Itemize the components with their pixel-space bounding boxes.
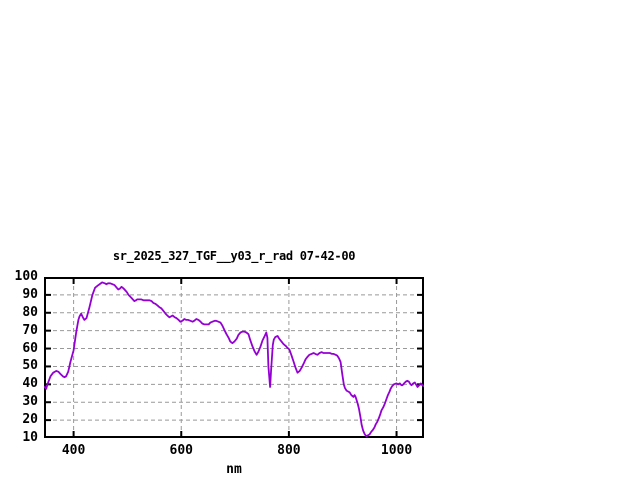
plot-frame [44,277,424,438]
x-tick-label: 1000 [380,443,413,458]
y-tick-label: 40 [22,376,38,392]
chart-title: sr_2025_327_TGF__y03_r_rad 07-42-00 [112,249,356,263]
plot-area [44,277,424,438]
x-tick-label: 600 [169,443,193,458]
y-tick-label: 20 [22,412,38,428]
x-tick-label: 400 [61,443,86,458]
y-tick-label: 60 [22,340,38,356]
x-axis-title: nm [226,462,242,477]
spectrum-line [44,281,424,438]
y-tick-label: 80 [22,304,38,320]
y-tick-label: 90 [22,286,38,302]
y-tick-label: 100 [14,269,38,284]
y-tick-label: 10 [22,430,38,445]
y-tick-label: 50 [22,358,38,374]
x-tick-label: 800 [277,443,301,458]
y-tick-label: 70 [22,322,38,338]
y-tick-label: 30 [22,394,38,410]
